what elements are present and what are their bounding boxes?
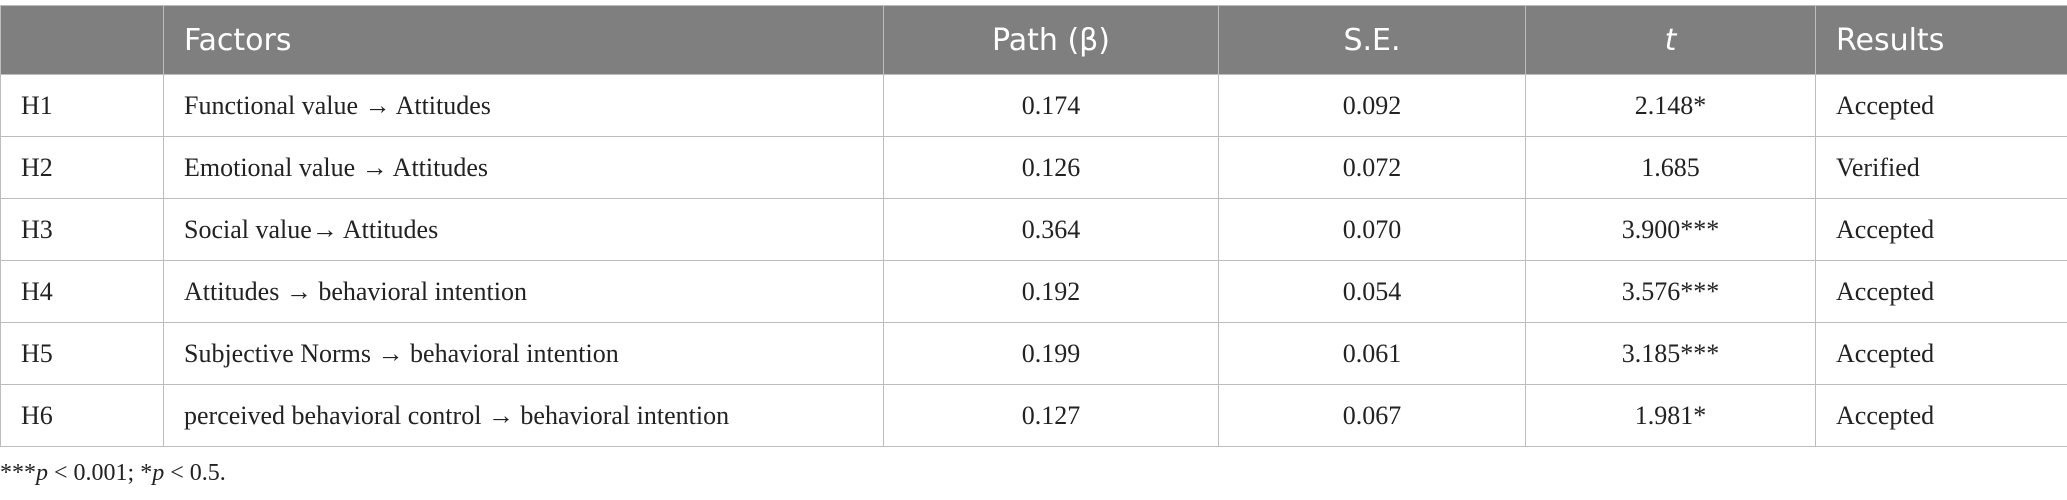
- table-cell: 0.199: [883, 322, 1219, 385]
- header-cell: t: [1525, 5, 1816, 75]
- table-cell: perceived behavioral control → behaviora…: [163, 384, 884, 447]
- table-row: H5 Subjective Norms → behavioral intentio…: [0, 322, 2067, 385]
- header-cell: S.E.: [1218, 5, 1526, 75]
- table-cell: H3: [0, 198, 164, 261]
- table-cell: 3.185***: [1525, 322, 1816, 385]
- table-cell: Subjective Norms → behavioral intention: [163, 322, 884, 385]
- table-cell: H2: [0, 136, 164, 199]
- table-cell: 0.192: [883, 260, 1219, 323]
- table-cell: Social value→ Attitudes: [163, 198, 884, 261]
- table-cell: H5: [0, 322, 164, 385]
- header-cell: Results: [1815, 5, 2067, 75]
- table-row: H1 Functional value → Attitudes 0.174 0.092…: [0, 74, 2067, 137]
- footnote-text: p: [36, 460, 48, 486]
- table-cell: 0.070: [1218, 198, 1526, 261]
- table-cell: Functional value → Attitudes: [163, 74, 884, 137]
- results-table: Factors Path (β) S.E. t Results H1 Functi…: [0, 5, 2067, 447]
- table-cell: H6: [0, 384, 164, 447]
- footnote-text: ***: [0, 460, 36, 486]
- table-cell: 2.148*: [1525, 74, 1816, 137]
- header-cell: Factors: [163, 5, 884, 75]
- header-row: Factors Path (β) S.E. t Results: [0, 5, 2067, 75]
- footnote-text: p: [152, 460, 165, 486]
- table-cell: 1.685: [1525, 136, 1816, 199]
- table-cell: Emotional value → Attitudes: [163, 136, 884, 199]
- footnote: ***p < 0.001; *p < 0.5.: [0, 460, 226, 487]
- table-row: H3 Social value→ Attitudes 0.364 0.070 3.900…: [0, 198, 2067, 261]
- table-cell: 0.364: [883, 198, 1219, 261]
- table-cell: 0.061: [1218, 322, 1526, 385]
- table-cell: 0.072: [1218, 136, 1526, 199]
- footnote-text: < 0.5.: [164, 460, 226, 486]
- table-cell: 0.127: [883, 384, 1219, 447]
- table-cell: 0.054: [1218, 260, 1526, 323]
- table-cell: Accepted: [1815, 198, 2067, 261]
- footnote-text: < 0.001; *: [48, 460, 153, 486]
- table-cell: 3.900***: [1525, 198, 1816, 261]
- table-row: H6 perceived behavioral control → behavio…: [0, 384, 2067, 447]
- table-cell: 0.174: [883, 74, 1219, 137]
- table-cell: Accepted: [1815, 260, 2067, 323]
- table-cell: 1.981*: [1525, 384, 1816, 447]
- table-row: H4 Attitudes → behavioral intention 0.192 0…: [0, 260, 2067, 323]
- table-cell: Accepted: [1815, 74, 2067, 137]
- table-cell: 0.126: [883, 136, 1219, 199]
- header-cell: [0, 5, 164, 75]
- table-cell: Accepted: [1815, 384, 2067, 447]
- header-cell: Path (β): [883, 5, 1219, 75]
- table-row: H2 Emotional value → Attitudes 0.126 0.072 1…: [0, 136, 2067, 199]
- table-cell: Verified: [1815, 136, 2067, 199]
- table-cell: H4: [0, 260, 164, 323]
- table-cell: Accepted: [1815, 322, 2067, 385]
- table-cell: 3.576***: [1525, 260, 1816, 323]
- table-cell: H1: [0, 74, 164, 137]
- table-body: H1 Functional value → Attitudes 0.174 0.092…: [0, 74, 2067, 447]
- table-cell: 0.092: [1218, 74, 1526, 137]
- table-cell: 0.067: [1218, 384, 1526, 447]
- table-cell: Attitudes → behavioral intention: [163, 260, 884, 323]
